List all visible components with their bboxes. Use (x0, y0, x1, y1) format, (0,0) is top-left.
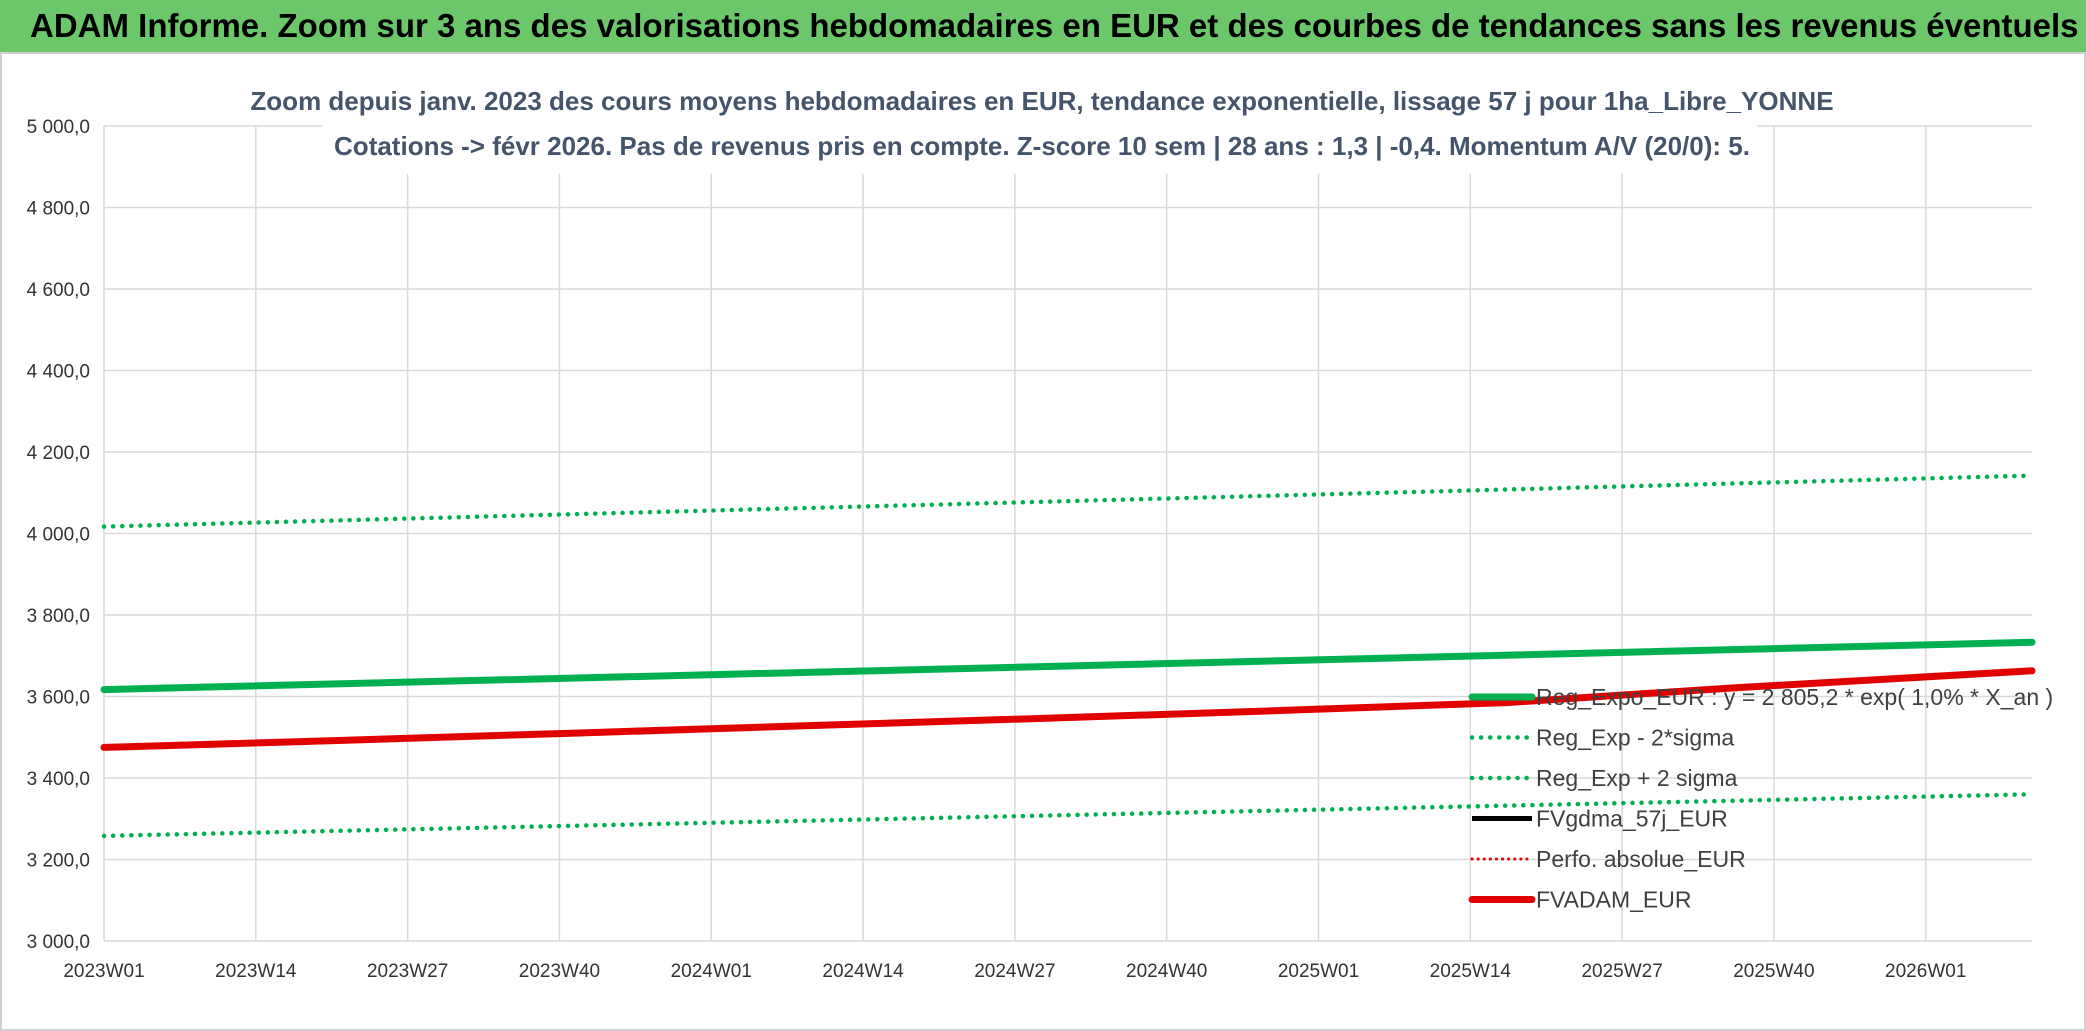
series-line (101, 473, 2035, 529)
x-tick-label: 2023W27 (367, 961, 448, 982)
y-tick-label: 3 400,0 (27, 769, 90, 790)
series-line (100, 638, 2036, 694)
x-tick-label: 2023W14 (215, 961, 297, 982)
x-tick-label: 2025W27 (1581, 961, 1662, 982)
series-line (101, 792, 2035, 839)
y-tick-label: 3 800,0 (27, 606, 90, 627)
legend-label: Reg_Expo_EUR : y = 2 805,2 * exp( 1,0% *… (1536, 684, 2053, 710)
x-tick-label: 2024W01 (671, 961, 752, 982)
x-tick-label: 2023W01 (63, 961, 144, 982)
y-tick-label: 4 600,0 (27, 280, 90, 301)
x-tick-label: 2025W01 (1278, 961, 1359, 982)
x-tick-label: 2025W40 (1733, 961, 1814, 982)
legend-label: Perfo. absolue_EUR (1536, 846, 1746, 872)
y-tick-label: 4 800,0 (27, 199, 90, 220)
line-chart: 3 000,0 3 200,0 3 400,0 3 600,0 3 800,0 4 000… (27, 82, 2053, 982)
y-tick-label: 4 200,0 (27, 443, 90, 464)
chart-title: Zoom depuis janv. 2023 des cours moyens … (250, 86, 1833, 116)
chart-frame: 3 000,0 3 200,0 3 400,0 3 600,0 3 800,0 4 000… (0, 52, 2086, 1031)
report-title: ADAM Informe. Zoom sur 3 ans des valoris… (0, 0, 2086, 52)
y-tick-label: 3 600,0 (27, 688, 90, 709)
legend-label: Reg_Exp + 2 sigma (1536, 765, 1738, 791)
y-tick-label: 4 400,0 (27, 362, 90, 383)
x-tick-label: 2026W01 (1885, 961, 1966, 982)
axes: 3 000,0 3 200,0 3 400,0 3 600,0 3 800,0 4 000… (27, 117, 1967, 982)
y-tick-label: 5 000,0 (27, 117, 90, 138)
legend-label: Reg_Exp - 2*sigma (1536, 725, 1734, 751)
x-tick-label: 2025W14 (1430, 961, 1512, 982)
x-tick-label: 2024W40 (1126, 961, 1207, 982)
y-tick-label: 3 200,0 (27, 851, 90, 872)
chart-subtitle: Cotations -> févr 2026. Pas de revenus p… (334, 131, 1750, 161)
series-lines (100, 473, 2036, 839)
y-tick-label: 4 000,0 (27, 525, 90, 546)
x-tick-label: 2024W14 (822, 961, 904, 982)
legend: Reg_Expo_EUR : y = 2 805,2 * exp( 1,0% *… (1468, 684, 2053, 913)
series-line (100, 667, 2036, 751)
x-tick-label: 2023W40 (519, 961, 600, 982)
y-tick-label: 3 000,0 (27, 932, 90, 953)
chart-title-background (322, 82, 1757, 174)
legend-label: FVADAM_EUR (1536, 887, 1692, 913)
x-tick-label: 2024W27 (974, 961, 1055, 982)
chart-title-block: Zoom depuis janv. 2023 des cours moyens … (250, 82, 1834, 174)
legend-label: FVgdma_57j_EUR (1536, 806, 1728, 832)
